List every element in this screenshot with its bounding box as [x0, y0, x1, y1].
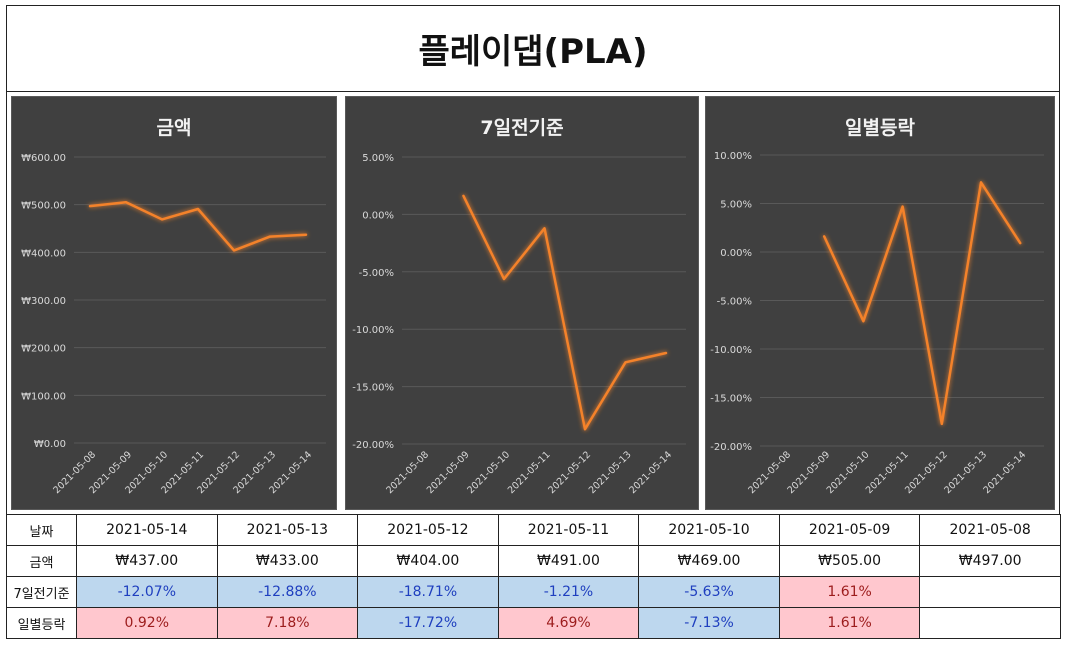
- price-cell: ₩433.00: [216, 545, 359, 577]
- page-title: 플레이댑(PLA): [418, 32, 648, 72]
- y-tick-label: ₩600.00: [21, 153, 66, 164]
- date-cell: 2021-05-09: [778, 514, 921, 546]
- x-tick-label: 2021-05-14: [981, 449, 1028, 496]
- date-cell: 2021-05-14: [76, 514, 218, 546]
- price-chart-svg: ₩0.00 ₩100.00 ₩200.00 ₩300.00 ₩400.00 ₩500.00…: [21, 153, 326, 496]
- seven-day-cell: -12.07%: [76, 576, 218, 608]
- x-tick-label: 2021-05-11: [506, 449, 553, 496]
- y-tick-label: ₩0.00: [34, 439, 66, 450]
- y-tick-label: -20.00%: [710, 442, 752, 453]
- daily-cell: [919, 607, 1061, 639]
- date-cell: 2021-05-10: [638, 514, 780, 546]
- seven-day-cell: -12.88%: [216, 576, 359, 608]
- table-row-seven-day: 7일전기준 -12.07% -12.88% -18.71% -1.21% -5.…: [6, 576, 1061, 608]
- table-row-daily: 일별등락 0.92% 7.18% -17.72% 4.69% -7.13% 1.…: [6, 607, 1061, 639]
- row-label: 일별등락: [6, 607, 77, 639]
- x-tick-label: 2021-05-14: [627, 449, 674, 496]
- data-table: 날짜 2021-05-14 2021-05-13 2021-05-12 2021…: [6, 514, 1061, 639]
- date-cell: 2021-05-08: [919, 514, 1061, 546]
- seven-day-chart-svg: -20.00% -15.00% -10.00% -5.00% 0.00% 5.00% 202…: [352, 153, 686, 496]
- y-tick-label: -5.00%: [359, 268, 394, 279]
- chart-panel-seven-day: -20.00% -15.00% -10.00% -5.00% 0.00% 5.00% 202…: [345, 96, 699, 510]
- y-tick-label: ₩400.00: [21, 248, 66, 259]
- x-tick-label: 2021-05-13: [587, 449, 634, 496]
- seven-day-cell: -18.71%: [357, 576, 499, 608]
- y-tick-label: -5.00%: [717, 297, 752, 308]
- daily-cell: 0.92%: [76, 607, 218, 639]
- daily-chart-svg: -20.00% -15.00% -10.00% -5.00% 0.00% 5.00% 10.…: [710, 151, 1044, 496]
- daily-cell: 1.61%: [778, 607, 921, 639]
- seven-day-cell: [919, 576, 1061, 608]
- price-cell: ₩404.00: [357, 545, 499, 577]
- x-tick-label: 2021-05-10: [465, 449, 512, 496]
- table-row-dates: 날짜 2021-05-14 2021-05-13 2021-05-12 2021…: [6, 514, 1061, 546]
- price-cell: ₩469.00: [638, 545, 780, 577]
- y-tick-label: ₩500.00: [21, 201, 66, 212]
- y-tick-label: -10.00%: [352, 325, 394, 336]
- title-box: 플레이댑(PLA): [6, 5, 1060, 92]
- series-line: [88, 201, 308, 252]
- y-tick-label: 10.00%: [714, 151, 752, 162]
- y-tick-label: -20.00%: [352, 440, 394, 451]
- price-cell: ₩497.00: [919, 545, 1061, 577]
- series-line: [822, 181, 1022, 426]
- y-tick-label: -15.00%: [352, 383, 394, 394]
- y-tick-label: ₩200.00: [21, 344, 66, 355]
- price-cell: ₩491.00: [497, 545, 640, 577]
- series-line: [462, 194, 668, 431]
- x-tick-label: 2021-05-09: [425, 449, 472, 496]
- date-cell: 2021-05-13: [216, 514, 359, 546]
- date-cell: 2021-05-11: [497, 514, 640, 546]
- chart-title: 일별등락: [845, 117, 915, 139]
- x-tick-label: 2021-05-12: [546, 449, 593, 496]
- row-label: 7일전기준: [6, 576, 77, 608]
- daily-cell: -17.72%: [357, 607, 499, 639]
- row-label: 날짜: [6, 514, 77, 546]
- daily-cell: -7.13%: [638, 607, 780, 639]
- seven-day-cell: -1.21%: [497, 576, 640, 608]
- price-cell: ₩437.00: [76, 545, 218, 577]
- y-tick-label: ₩100.00: [21, 391, 66, 402]
- y-tick-label: -15.00%: [710, 394, 752, 405]
- seven-day-cell: -5.63%: [638, 576, 780, 608]
- chart-title: 7일전기준: [480, 117, 564, 139]
- x-tick-label: 2021-05-08: [384, 449, 431, 496]
- y-tick-label: 0.00%: [720, 248, 752, 259]
- table-row-prices: 금액 ₩437.00 ₩433.00 ₩404.00 ₩491.00 ₩469.…: [6, 545, 1061, 577]
- charts-row: ₩0.00 ₩100.00 ₩200.00 ₩300.00 ₩400.00 ₩500.00…: [6, 92, 1060, 514]
- y-tick-label: -10.00%: [710, 345, 752, 356]
- row-label: 금액: [6, 545, 77, 577]
- y-tick-label: 5.00%: [362, 153, 394, 164]
- seven-day-cell: 1.61%: [778, 576, 921, 608]
- chart-panel-daily: -20.00% -15.00% -10.00% -5.00% 0.00% 5.00% 10.…: [705, 96, 1055, 510]
- y-tick-label: 5.00%: [720, 200, 752, 211]
- y-tick-label: 0.00%: [362, 210, 394, 221]
- daily-cell: 7.18%: [216, 607, 359, 639]
- date-cell: 2021-05-12: [357, 514, 499, 546]
- chart-title: 금액: [156, 117, 192, 139]
- y-tick-label: ₩300.00: [21, 296, 66, 307]
- chart-panel-price: ₩0.00 ₩100.00 ₩200.00 ₩300.00 ₩400.00 ₩500.00…: [11, 96, 337, 510]
- daily-cell: 4.69%: [497, 607, 640, 639]
- price-cell: ₩505.00: [778, 545, 921, 577]
